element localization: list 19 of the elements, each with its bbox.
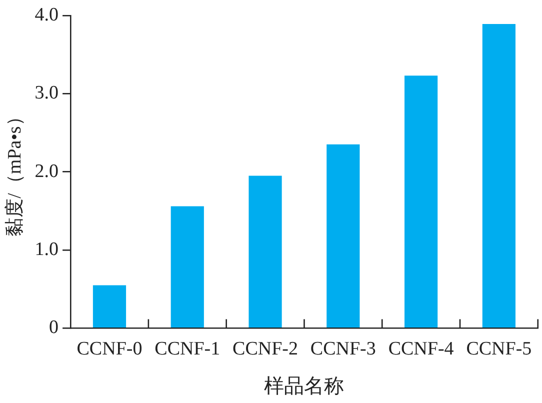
bar bbox=[92, 285, 126, 328]
y-tick-label: 1.0 bbox=[34, 238, 59, 260]
y-tick-label: 3.0 bbox=[34, 82, 59, 104]
x-tick-label: CCNF-4 bbox=[388, 338, 454, 360]
bar bbox=[404, 76, 438, 328]
bar bbox=[482, 24, 516, 328]
x-tick-label: CCNF-1 bbox=[154, 338, 220, 360]
x-tick-label: CCNF-5 bbox=[466, 338, 532, 360]
bar bbox=[326, 144, 360, 328]
y-axis-title: 黏度/（mPa•s） bbox=[3, 107, 26, 236]
bar bbox=[248, 176, 282, 328]
y-tick-label: 0 bbox=[49, 317, 59, 338]
x-tick-label: CCNF-2 bbox=[232, 338, 298, 360]
x-tick-label: CCNF-3 bbox=[310, 338, 376, 360]
x-axis-title: 样品名称 bbox=[264, 375, 344, 398]
bar bbox=[170, 206, 204, 328]
y-tick-label: 2.0 bbox=[34, 160, 59, 182]
y-tick-label: 4.0 bbox=[34, 4, 59, 26]
x-tick-label: CCNF-0 bbox=[76, 338, 142, 360]
